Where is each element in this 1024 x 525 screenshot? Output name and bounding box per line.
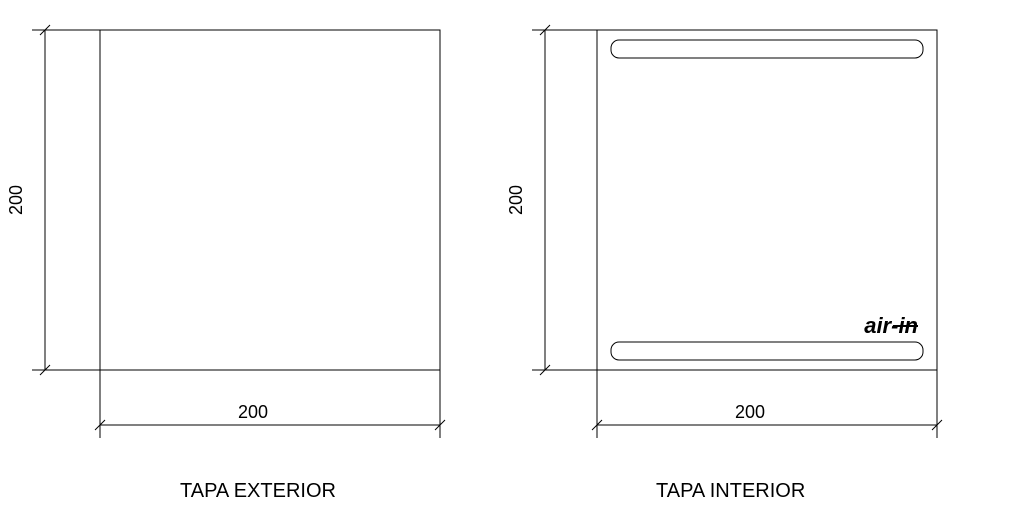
view-title: TAPA INTERIOR (656, 480, 805, 502)
dim-v-label: 200 (506, 185, 526, 215)
view-title: TAPA EXTERIOR (180, 480, 336, 502)
slot-1 (611, 342, 923, 360)
slot-0 (611, 40, 923, 58)
dim-h-label: 200 (238, 402, 268, 422)
view-interior: air-in200200TAPA INTERIOR (506, 25, 942, 502)
view-exterior: 200 200 TAPA EXTERIOR (6, 25, 445, 502)
dim-v-label: 200 (6, 185, 26, 215)
panel-rect (100, 30, 440, 370)
dim-h-label: 200 (735, 402, 765, 422)
